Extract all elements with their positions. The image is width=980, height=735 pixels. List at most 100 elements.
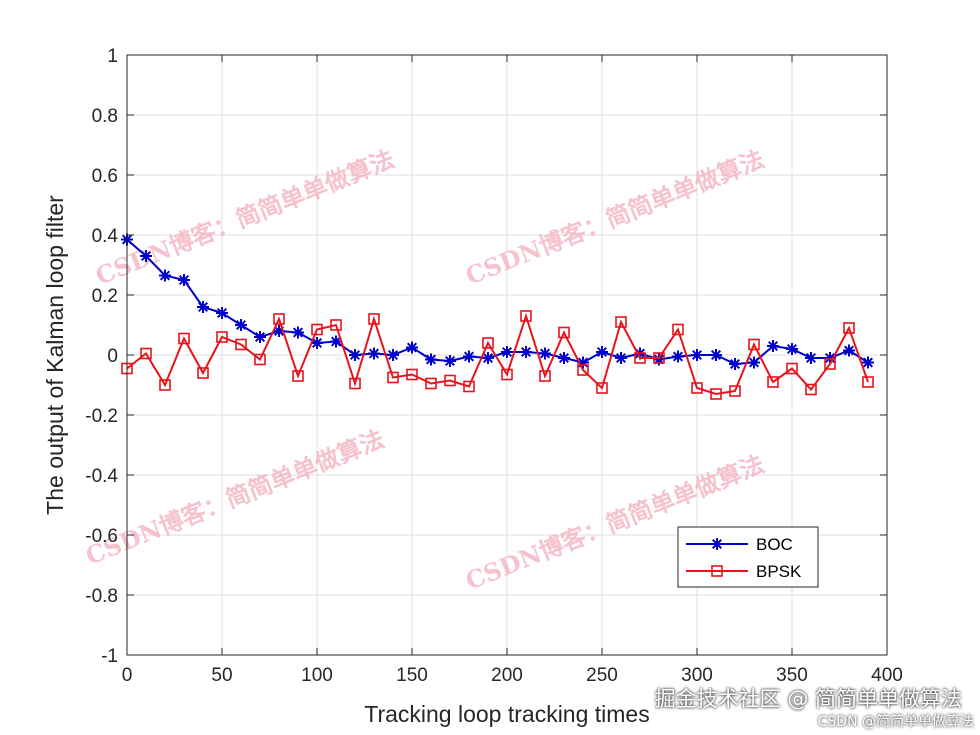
- data-point-boc: [197, 301, 209, 313]
- data-point-boc: [672, 350, 684, 363]
- data-point-bpsk: [501, 368, 513, 381]
- series-layer: [121, 233, 874, 400]
- data-point-bpsk: [672, 323, 684, 336]
- data-point-bpsk: [425, 377, 437, 390]
- watermark-layer: CSDN博客：简简单单做算法 CSDN博客：简简单单做算法CSDN博客：简简单单做…: [81, 144, 768, 595]
- y-tick-label: 0: [107, 346, 118, 367]
- data-point-boc: [349, 349, 361, 361]
- y-tick-label: 0.2: [92, 286, 118, 307]
- data-point-bpsk: [577, 364, 589, 376]
- data-point-boc: [140, 250, 152, 262]
- data-point-boc: [501, 346, 513, 358]
- data-point-bpsk: [539, 370, 551, 382]
- data-point-bpsk: [387, 371, 399, 384]
- legend: BOC BPSK: [677, 526, 819, 588]
- data-point-bpsk: [862, 376, 874, 388]
- data-point-boc: [691, 349, 703, 361]
- legend-marker-bpsk: [711, 565, 723, 577]
- data-point-boc: [748, 356, 760, 369]
- data-point-bpsk: [748, 338, 760, 351]
- x-tick-label: 350: [776, 665, 808, 686]
- grid: [126, 54, 888, 656]
- juejin-watermark: 掘金技术社区 @ 简简单单做算法: [654, 687, 962, 711]
- data-point-bpsk: [349, 377, 361, 390]
- series-line-bpsk: [126, 312, 869, 396]
- data-point-bpsk: [406, 368, 418, 381]
- data-point-bpsk: [216, 331, 228, 343]
- data-point-bpsk: [767, 376, 779, 388]
- data-point-bpsk: [140, 347, 152, 360]
- data-point-boc: [596, 346, 608, 358]
- data-point-boc: [786, 343, 798, 355]
- data-point-boc: [558, 352, 570, 364]
- y-tick-label: -0.6: [85, 526, 118, 547]
- y-axis-label: The output of Kalman loop filter: [42, 195, 68, 515]
- x-tick-label: 0: [122, 665, 133, 686]
- data-point-bpsk: [691, 382, 703, 394]
- x-tick-label: 200: [491, 665, 523, 686]
- legend-marker-boc: [711, 538, 723, 550]
- x-axis-label: Tracking loop tracking times: [364, 701, 649, 727]
- data-point-boc: [216, 307, 228, 319]
- y-tick-label: -0.4: [85, 466, 118, 487]
- series-line-boc: [126, 238, 869, 366]
- data-point-bpsk: [463, 380, 475, 393]
- x-tick-label: 50: [211, 665, 232, 686]
- data-point-boc: [767, 340, 779, 352]
- data-point-bpsk: [178, 332, 190, 345]
- csdn-watermark: CSDN @简简单单做算法: [817, 714, 974, 730]
- data-point-bpsk: [235, 338, 247, 351]
- data-point-bpsk: [596, 382, 608, 394]
- data-point-bpsk: [634, 352, 646, 364]
- legend-box: [677, 526, 819, 588]
- data-point-boc: [425, 353, 437, 366]
- data-point-boc: [387, 349, 399, 361]
- data-point-bpsk: [482, 337, 494, 349]
- data-point-boc: [710, 349, 722, 361]
- data-point-boc: [615, 352, 627, 364]
- data-point-bpsk: [805, 383, 817, 396]
- data-point-boc: [235, 319, 247, 331]
- data-point-boc: [311, 337, 323, 349]
- data-point-boc: [463, 350, 475, 363]
- data-point-bpsk: [330, 319, 342, 331]
- data-point-boc: [843, 344, 855, 357]
- y-tick-label: -0.8: [85, 586, 118, 607]
- legend-label-bpsk: BPSK: [756, 562, 802, 581]
- data-point-boc: [254, 331, 266, 343]
- data-point-boc: [444, 355, 456, 367]
- y-tick-label: 0.6: [92, 166, 118, 187]
- x-tick-label: 100: [301, 665, 333, 686]
- data-point-bpsk: [558, 326, 570, 339]
- data-point-boc: [292, 326, 304, 339]
- data-point-bpsk: [615, 316, 627, 328]
- series-bpsk: [121, 310, 874, 400]
- data-point-bpsk: [292, 370, 304, 382]
- legend-item-boc: BOC: [686, 535, 793, 554]
- data-point-bpsk: [311, 323, 323, 336]
- data-point-bpsk: [273, 313, 285, 325]
- legend-item-bpsk: BPSK: [686, 562, 802, 581]
- data-point-boc: [520, 346, 532, 358]
- data-point-bpsk: [254, 353, 266, 366]
- data-point-bpsk: [786, 362, 798, 375]
- data-point-boc: [406, 341, 418, 354]
- axis-ticks: 0 50 100 150 200 250 300 350 400 -1 -0.8 -0.6 -0.4 -0…: [85, 46, 903, 686]
- blog-watermark: CSDN博客：简简单单做算法: [91, 144, 398, 290]
- y-tick-label: 0.4: [92, 226, 119, 247]
- data-point-boc: [862, 356, 874, 369]
- data-point-bpsk: [843, 322, 855, 334]
- data-point-bpsk: [197, 367, 209, 379]
- data-point-boc: [330, 335, 342, 348]
- data-point-bpsk: [653, 352, 665, 364]
- y-tick-label: -1: [101, 646, 118, 667]
- data-point-boc: [178, 274, 190, 286]
- data-point-bpsk: [520, 310, 532, 322]
- data-point-boc: [159, 269, 171, 282]
- y-tick-label: 0.8: [92, 106, 118, 127]
- data-point-bpsk: [159, 379, 171, 391]
- x-tick-label: 400: [871, 665, 903, 686]
- series-boc: [121, 233, 874, 370]
- data-point-bpsk: [368, 313, 380, 325]
